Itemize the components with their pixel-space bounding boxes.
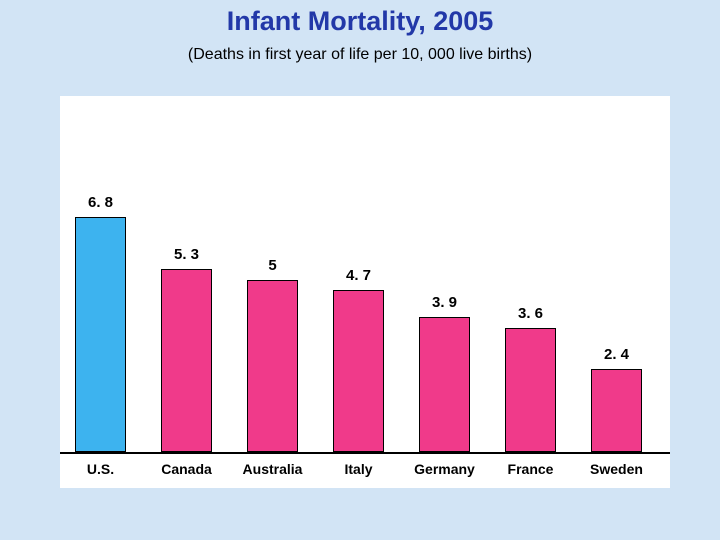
category-label: Italy [316,461,401,477]
chart-plot-area: 6. 8 U.S. 5. 3 Canada 5 Australia 4. 7 Italy 3. … [60,96,670,488]
bar [333,290,384,452]
bar-value-label: 2. 4 [581,346,652,363]
bar-value-label: 5 [237,257,308,274]
category-label: Australia [230,461,315,477]
bar [591,369,642,452]
bar [247,280,298,453]
bar-value-label: 3. 9 [409,294,480,311]
category-label: France [488,461,573,477]
category-label: U.S. [58,461,143,477]
category-label: Germany [402,461,487,477]
bar [505,328,556,452]
bar [419,317,470,452]
category-label: Sweden [574,461,659,477]
bar [161,269,212,452]
bar-value-label: 5. 3 [151,246,222,263]
bar-value-label: 6. 8 [65,194,136,211]
bar-value-label: 4. 7 [323,267,394,284]
bar [75,217,126,452]
bar-value-label: 3. 6 [495,305,566,322]
chart-title: Infant Mortality, 2005 [0,6,720,37]
category-label: Canada [144,461,229,477]
chart-baseline [60,452,670,454]
chart-subtitle: (Deaths in first year of life per 10, 00… [0,46,720,64]
